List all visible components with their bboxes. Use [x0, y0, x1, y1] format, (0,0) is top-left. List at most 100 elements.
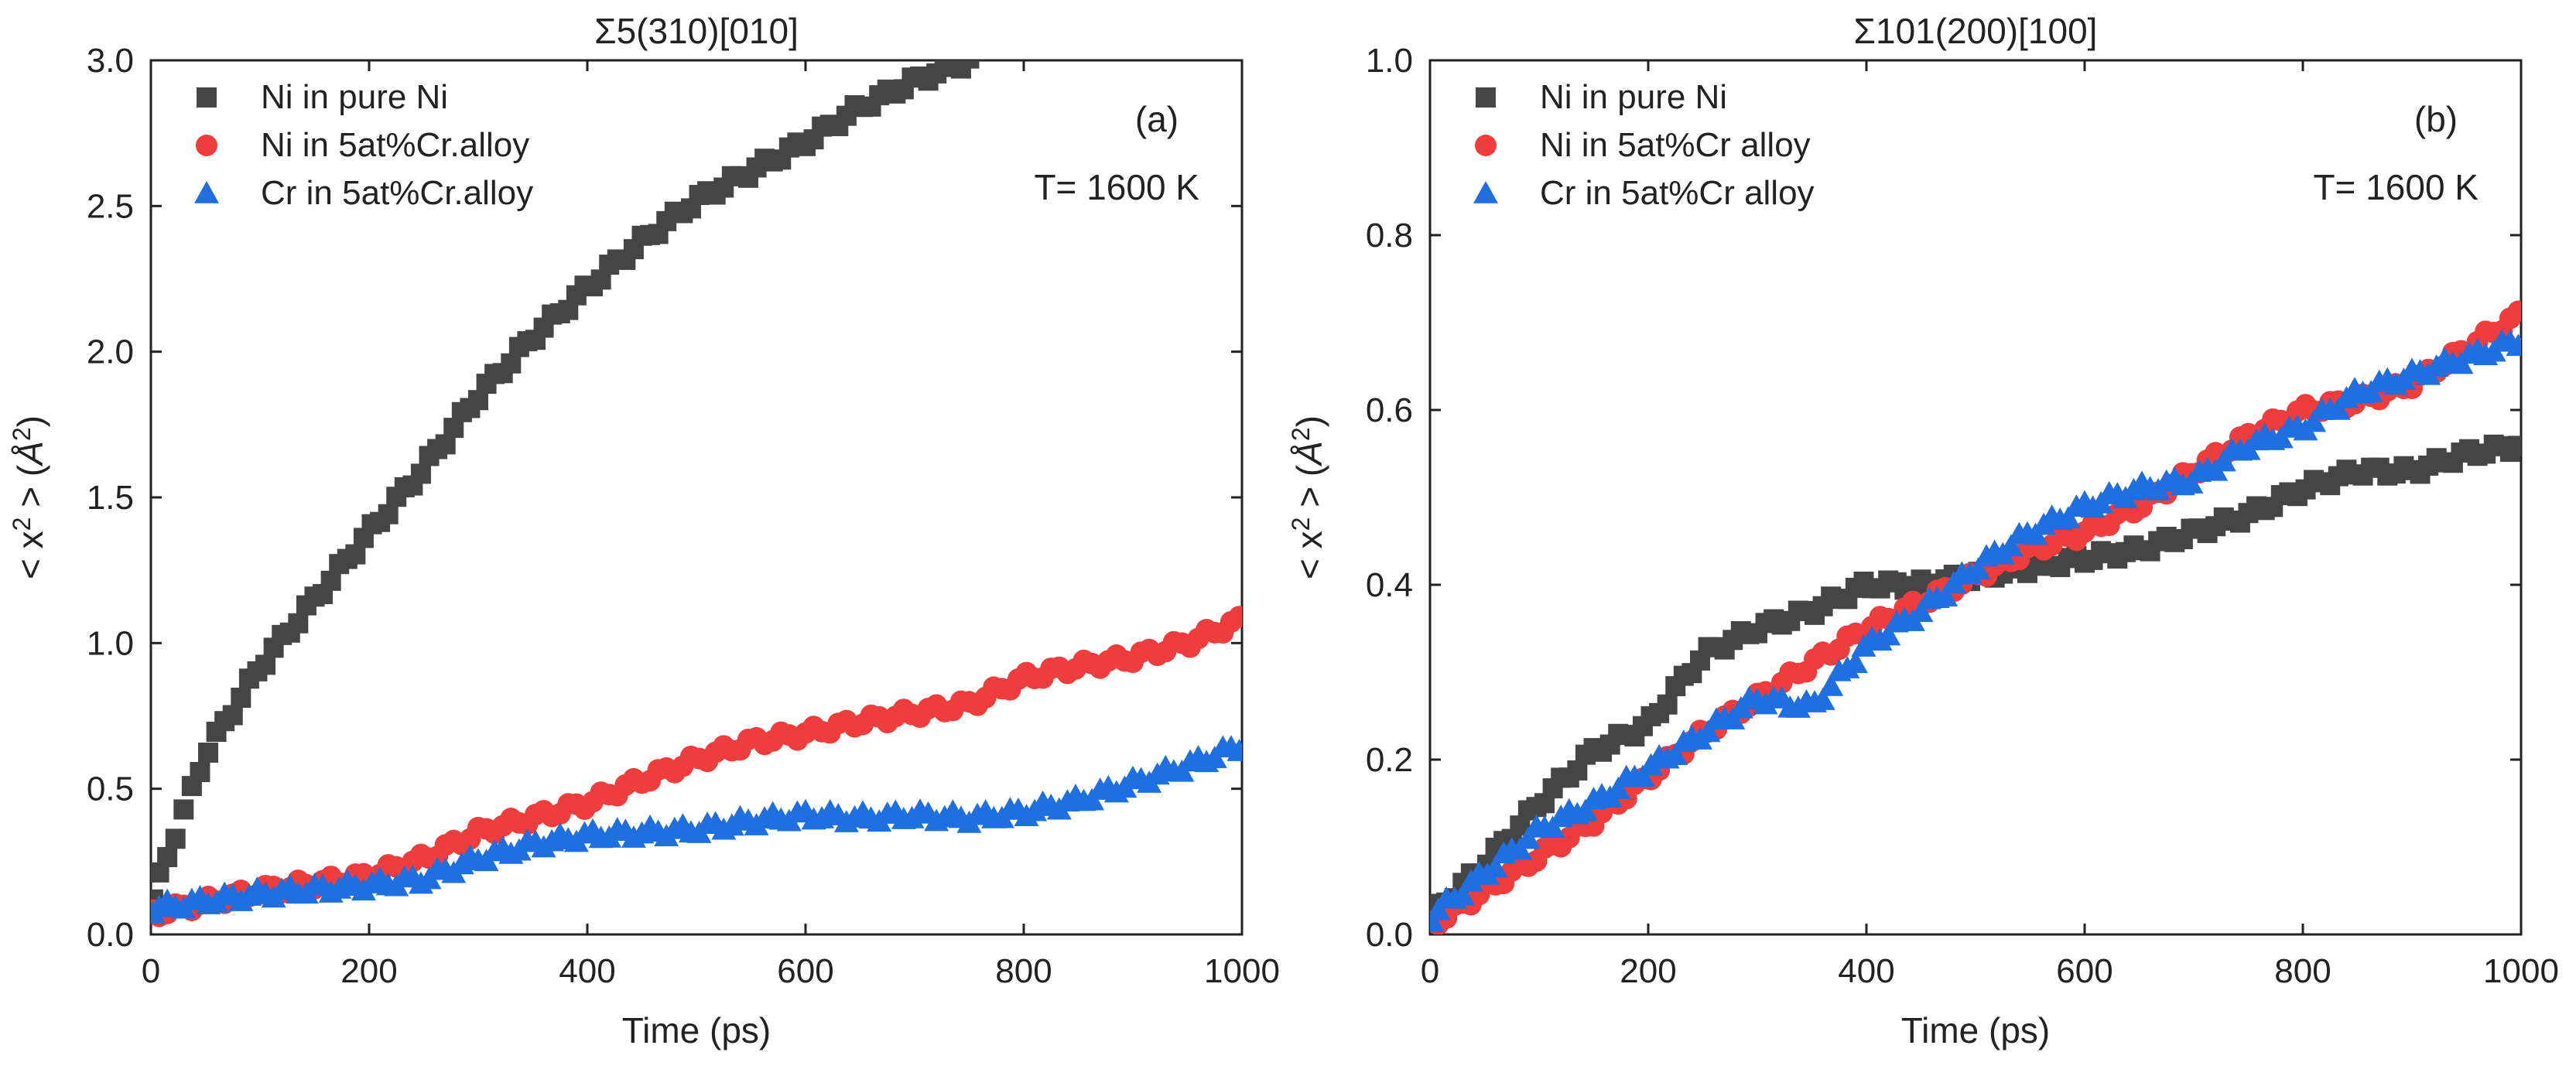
panel-a-title: Σ5(310)[010] — [594, 11, 799, 51]
panel-b-triangle-point — [1810, 688, 1835, 710]
panel-a-square-point — [378, 504, 399, 524]
panel-b-data — [1430, 300, 2521, 934]
panel-b-series-1 — [1430, 434, 2521, 927]
panel-b-square-point — [1657, 694, 1678, 715]
panel-b-title: Σ101(200)[100] — [1854, 11, 2098, 51]
panel-a-x-tick-label: 200 — [340, 952, 397, 990]
panel-b-y-axis-title-part: < x — [1289, 531, 1329, 579]
panel-a-y-tick-label: 1.0 — [87, 624, 134, 662]
panel-a-square-point — [288, 613, 309, 634]
panel-b-y-axis-title-part: ) — [1289, 415, 1329, 427]
panel-a-y-axis-title-part: < x — [10, 531, 50, 579]
panel-b-x-tick-label: 1000 — [2483, 952, 2559, 990]
panel-b-triangle-point — [1998, 534, 2024, 557]
panel-b-x-tick-label: 800 — [2274, 952, 2331, 990]
panel-b-y-tick-label: 0.4 — [1366, 566, 1413, 604]
panel-b-x-tick-label: 200 — [1620, 952, 1676, 990]
panel-a-x-tick-label: 600 — [777, 952, 833, 990]
panel-b-x-tick-label: 0 — [1421, 952, 1439, 990]
panel-b-triangle-point — [2178, 471, 2204, 494]
panel-a-square-point — [157, 847, 178, 868]
panel-a-legend-label: Cr in 5at%Cr.alloy — [261, 174, 533, 212]
panel-a-y-tick-label: 3.0 — [87, 42, 134, 80]
panel-a-series-3 — [151, 735, 1242, 924]
panel-b-triangle-point — [1515, 826, 1541, 849]
panel-b-triangle-point — [1908, 599, 1934, 623]
panel-b-triangle-point — [1663, 743, 1688, 766]
panel-a-y-axis-title-part: Å — [10, 441, 50, 467]
panel-a-chart: 0 200 400 600 800 1000 0.0 0.5 1.0 1.5 2.0 2.5 3.0 Σ5… — [8, 11, 1280, 1050]
panel-b-circle-point — [2507, 300, 2521, 323]
panel-a-square-point — [151, 862, 169, 883]
panel-a-y-axis-title-part: 2 — [8, 518, 36, 531]
panel-b-triangle-point — [1572, 798, 1598, 822]
panel-a-legend-marker-triangle — [194, 181, 219, 203]
panel-a-legend-marker-circle — [196, 135, 217, 156]
panel-a-y-tick-label: 2.0 — [87, 333, 134, 371]
panel-a-square-point — [190, 762, 210, 783]
panel-a-y-axis-title: < x2 > (Å2) — [8, 415, 50, 579]
panel-b-triangle-point — [1450, 883, 1476, 906]
panel-b-legend-label: Cr in 5at%Cr alloy — [1540, 174, 1815, 212]
panel-b-y-tick-label: 0.6 — [1366, 391, 1413, 429]
panel-b-panel-label: (b) — [2414, 99, 2458, 139]
panel-a-square-point — [165, 828, 186, 849]
panel-b-legend-marker-square — [1476, 87, 1496, 108]
panel-a-x-tick-label: 1000 — [1204, 952, 1280, 990]
panel-a-x-tick-label: 0 — [142, 952, 160, 990]
panel-b-legend-label: Ni in pure Ni — [1540, 78, 1727, 116]
panel-b-legend-marker-triangle — [1473, 181, 1498, 203]
panel-a-square-point — [222, 705, 243, 726]
panel-b-triangle-point — [2055, 506, 2081, 529]
panel-a-legend-marker-square — [197, 87, 217, 108]
panel-a-square-point — [320, 570, 341, 591]
panel-b-x-tick-label: 400 — [1838, 952, 1894, 990]
panel-a-y-axis-title-part: ) — [10, 415, 50, 427]
panel-a-square-point — [173, 799, 194, 820]
panel-a-y-axis-title-part: > ( — [10, 464, 50, 517]
panel-b-y-axis-title-part: 2 — [1287, 518, 1315, 531]
panel-b-triangle-point — [2325, 397, 2351, 420]
panel-a-square-point — [410, 463, 431, 484]
panel-b-series-3 — [1430, 329, 2521, 932]
panel-b-y-axis-title: < x2 > (Å2) — [1287, 415, 1329, 579]
panel-a-y-tick-label: 1.5 — [87, 479, 134, 517]
panel-b-triangle-point — [1695, 719, 1721, 743]
panel-b-y-tick-label: 0.2 — [1366, 741, 1413, 779]
panel-b-triangle-point — [1630, 764, 1655, 787]
panel-a-panel-label: (a) — [1135, 99, 1179, 139]
panel-a-legend-label: Ni in pure Ni — [261, 78, 448, 116]
panel-b-triangle-point — [1818, 673, 1844, 696]
panel-b-triangle-point — [1483, 855, 1508, 878]
panel-a-square-point — [198, 743, 219, 763]
panel-b-chart: 0 200 400 600 800 1000 0.0 0.2 0.4 0.6 0.8 1.0 Σ101(… — [1287, 11, 2559, 1050]
panel-b-legend-label: Ni in 5at%Cr alloy — [1540, 126, 1811, 164]
panel-a-y-axis-title-part: 2 — [8, 427, 36, 441]
panel-b-plot-frame — [1428, 59, 2523, 936]
panel-a-y-tick-label: 0.5 — [87, 770, 134, 808]
panel-b-y-axis-title-part: 2 — [1287, 427, 1315, 441]
panel-b-x-axis-title: Time (ps) — [1901, 1010, 2051, 1050]
panel-a-series-1 — [151, 60, 980, 910]
panel-b-legend: Ni in pure Ni Ni in 5at%Cr alloy Cr in 5at… — [1473, 78, 1815, 212]
panel-b-triangle-point — [1842, 651, 1868, 674]
panel-b-y-tick-label: 1.0 — [1366, 42, 1413, 80]
panel-b-y-tick-label: 0.8 — [1366, 217, 1413, 254]
panel-b-y-tick-label: 0.0 — [1366, 916, 1413, 954]
panel-a-triangle-point — [1226, 739, 1242, 761]
panel-a-circle-point — [1228, 606, 1242, 628]
panel-b-temperature-label: T= 1600 K — [2313, 167, 2479, 207]
panel-a-x-axis-title: Time (ps) — [622, 1010, 771, 1050]
panel-b-triangle-point — [1430, 897, 1451, 921]
panel-a-square-point — [231, 688, 251, 709]
panel-a-x-tick-label: 400 — [559, 952, 615, 990]
panel-a-temperature-label: T= 1600 K — [1034, 167, 1199, 207]
panel-a-y-tick-label: 2.5 — [87, 187, 134, 225]
panel-b-triangle-point — [1965, 557, 1991, 580]
panel-b-y-axis-title-part: > ( — [1289, 464, 1329, 517]
panel-b-square-point — [2508, 436, 2521, 456]
panel-b-triangle-point — [1876, 623, 1901, 646]
panel-b-triangle-point — [2506, 333, 2521, 357]
panel-b-y-axis-title-part: Å — [1289, 441, 1329, 467]
